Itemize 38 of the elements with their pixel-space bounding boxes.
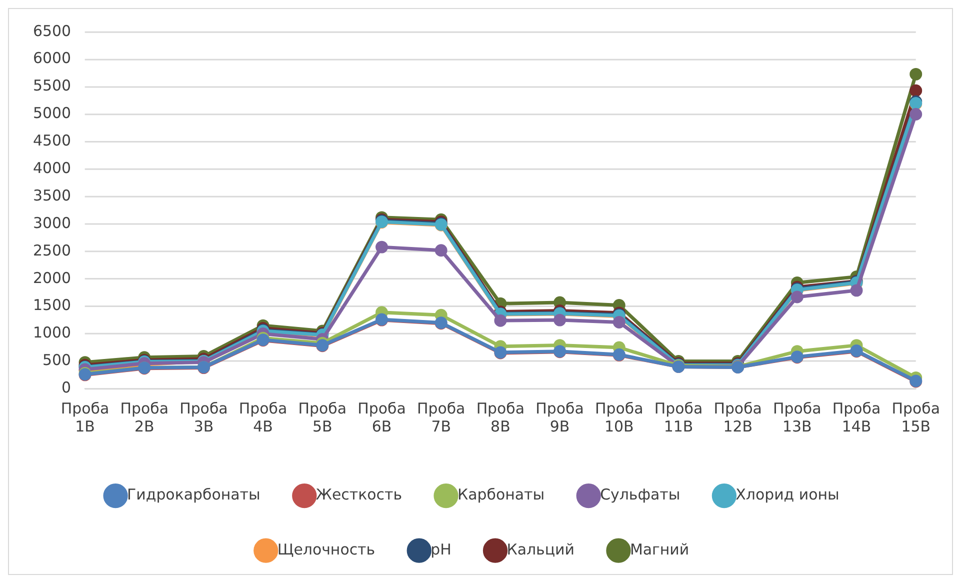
x-tick-label: Проба 14В (832, 399, 881, 436)
x-tick-label: Проба 15В (892, 399, 940, 436)
x-tick-label: Проба 10В (595, 399, 644, 436)
legend-label: pH (430, 540, 452, 558)
y-tick-label: 4500 (33, 132, 72, 150)
x-tick-label: Проба 4В (238, 399, 288, 436)
y-tick-label: 3500 (33, 186, 72, 204)
y-tick-label: 1500 (33, 296, 72, 314)
x-tick-label: Проба 12В (714, 399, 762, 436)
x-tick-label: Проба 3В (180, 399, 228, 436)
y-tick-label: 6000 (33, 49, 72, 68)
legend-label: Щелочность (277, 540, 376, 558)
y-tick-label: 1000 (33, 324, 72, 342)
y-tick-label: 3000 (33, 214, 72, 232)
y-tick-label: 2000 (33, 268, 72, 287)
x-tick-label: Проба 6В (358, 399, 406, 436)
legend-label: Кальций (506, 540, 574, 558)
y-tick-label: 500 (42, 351, 72, 370)
x-tick-label: Проба 5В (298, 399, 347, 436)
y-tick-label: 2500 (33, 241, 72, 260)
x-tick-label: Проба 9В (536, 399, 584, 436)
x-tick-label: Проба 8В (476, 399, 525, 436)
legend-label: Жесткость (316, 486, 402, 504)
y-tick-label: 5000 (33, 104, 72, 122)
y-tick-label: 0 (62, 378, 72, 397)
y-tick-label: 5500 (33, 76, 72, 95)
x-tick-label: Проба 1В (60, 399, 110, 436)
legend-label: Сульфаты (600, 486, 680, 504)
legend-label: Магний (630, 540, 690, 558)
x-tick-label: Проба 7В (416, 399, 466, 436)
y-tick-label: 6500 (33, 22, 72, 40)
x-tick-label: Проба 2В (120, 399, 168, 436)
legend-label: Хлорид ионы (736, 486, 840, 504)
y-tick-label: 4000 (33, 159, 72, 177)
x-tick-label: Проба 11В (654, 399, 703, 436)
legend-label: Карбонаты (458, 486, 545, 504)
x-tick-label: Проба 13В (773, 399, 822, 436)
legend-label: Гидрокарбонаты (127, 486, 260, 504)
